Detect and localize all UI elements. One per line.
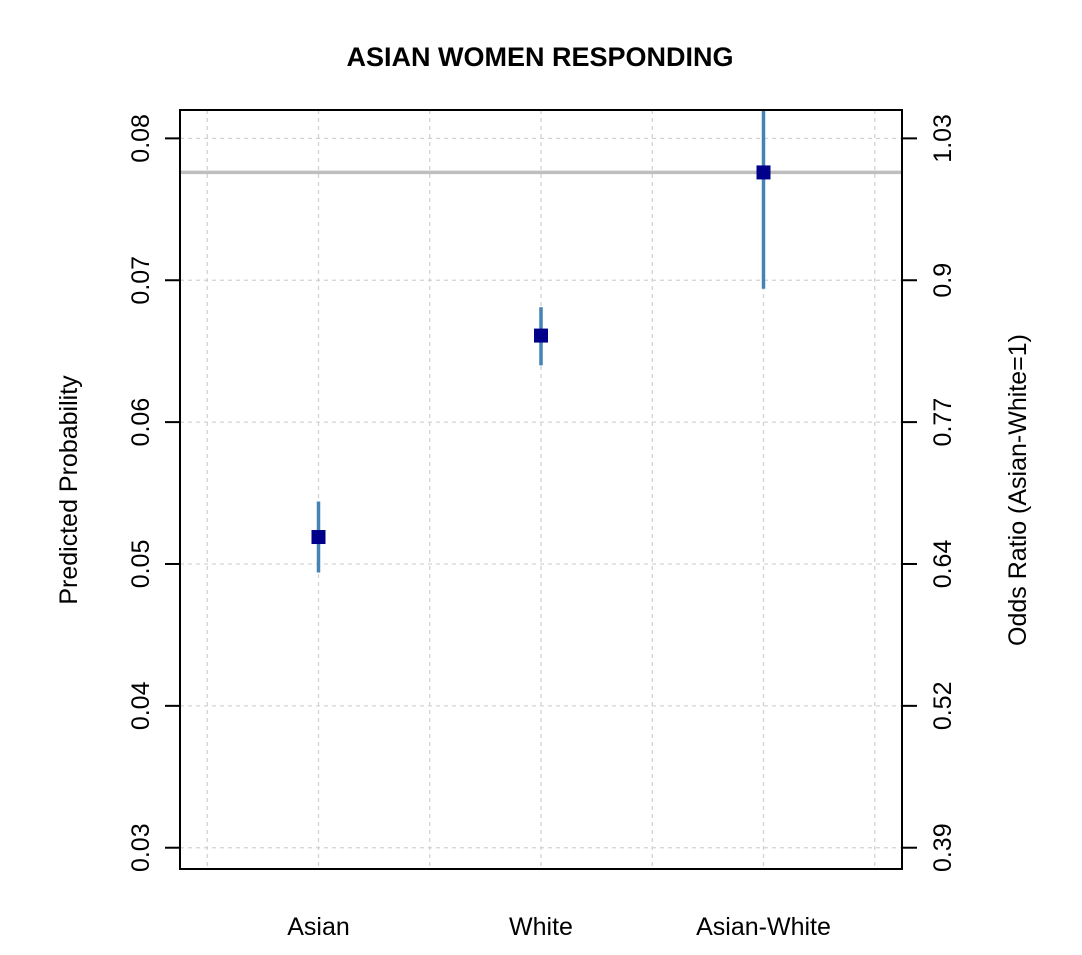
plot-frame (179, 109, 903, 870)
y2-tick-label: 0.77 (929, 398, 957, 447)
x-tick-label: Asian (287, 913, 350, 941)
data-point (534, 328, 548, 343)
y-tick-label: 0.06 (127, 398, 155, 447)
y-tick-label: 0.08 (127, 114, 155, 163)
y2-tick-label: 0.9 (929, 263, 957, 298)
data-point (756, 165, 771, 180)
y2-tick-label: 1.03 (929, 114, 957, 163)
x-tick-label: White (509, 913, 573, 941)
y-tick-label: 0.07 (127, 256, 155, 305)
y-tick-label: 0.03 (127, 823, 155, 872)
x-tick-label: Asian-White (696, 913, 831, 941)
grid (180, 110, 902, 869)
y2-axis-title: Odds Ratio (Asian-White=1) (1004, 334, 1032, 646)
data-point (311, 530, 326, 545)
chart-title: ASIAN WOMEN RESPONDING (346, 42, 733, 72)
y-axis-title: Predicted Probability (55, 375, 83, 605)
y-tick-label: 0.05 (127, 540, 155, 589)
x-axis: Asian White Asian-White (287, 913, 831, 941)
right-y-axis: 0.39 0.52 0.64 0.77 0.9 1.03 (902, 114, 957, 872)
y2-tick-label: 0.52 (929, 682, 957, 731)
y2-tick-label: 0.64 (929, 540, 957, 589)
data-points (311, 165, 771, 545)
y2-tick-label: 0.39 (929, 823, 957, 872)
y-tick-label: 0.04 (127, 681, 155, 730)
left-y-axis: 0.03 0.04 0.05 0.06 0.07 0.08 (127, 114, 180, 872)
